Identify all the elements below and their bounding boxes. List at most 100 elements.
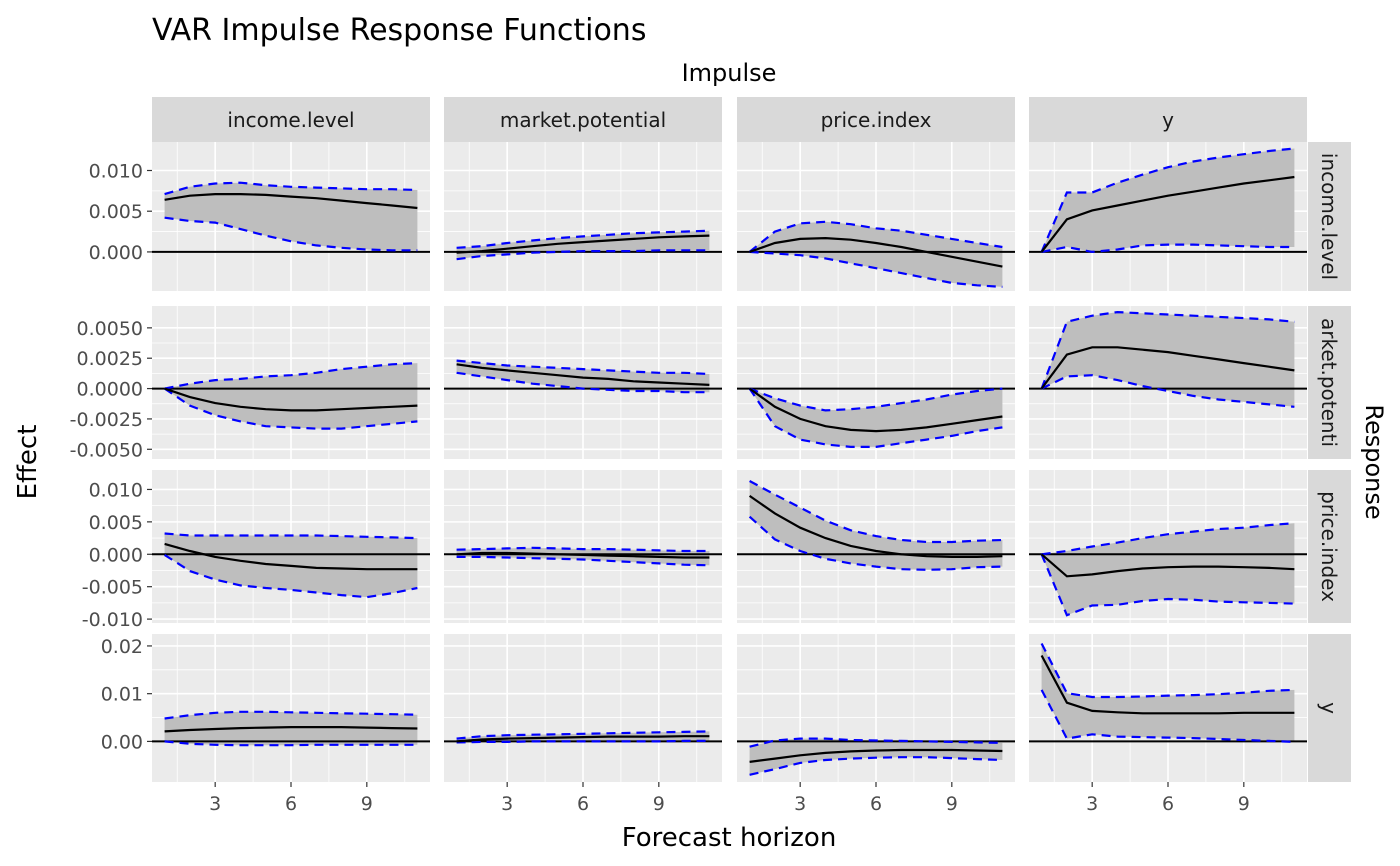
facet-panel-y-income.level: [152, 634, 430, 782]
impulse-strip-label: Impulse: [682, 59, 777, 87]
chart-title: VAR Impulse Response Functions: [152, 13, 646, 48]
facet-grid: income.level market.potential price.index y…: [70, 97, 1351, 815]
lower-bound-line: [456, 249, 710, 261]
confidence-band: [1041, 523, 1295, 616]
x-tick-label: 3: [209, 793, 221, 815]
impulse-strip-text: income.level: [227, 108, 354, 132]
lower-bound-line: [749, 250, 1003, 288]
lower-bound-line: [163, 387, 418, 430]
irf-line: [749, 236, 1003, 268]
y-tick-label: 0.005: [89, 201, 143, 223]
y-tick-label: 0.000: [89, 242, 143, 264]
upper-bound-line: [749, 387, 1003, 412]
irf-line: [1040, 654, 1295, 715]
confidence-band: [164, 363, 418, 429]
irf-line: [1040, 553, 1295, 578]
lower-bound-line: [164, 553, 418, 599]
upper-bound-line: [164, 532, 418, 540]
irf-line: [164, 193, 418, 210]
impulse-strip-text: price.index: [821, 108, 932, 132]
response-strip-text: income.level: [1317, 153, 1341, 280]
facet-panel-price.index-y: [1029, 470, 1307, 623]
confidence-band: [749, 481, 1003, 570]
confidence-band: [1041, 148, 1295, 252]
upper-bound-line: [164, 362, 418, 390]
upper-bound-line: [456, 730, 710, 740]
confidence-band: [749, 388, 1003, 447]
facet-panel-income.level-y: [1029, 142, 1307, 291]
response-strip-text: arket.potenti: [1317, 318, 1341, 447]
x-tick-label: 3: [1086, 793, 1098, 815]
upper-bound-line: [1040, 643, 1295, 699]
facet-panel-price.index-income.level: [152, 470, 430, 623]
upper-bound-line: [748, 220, 1003, 253]
irf-line: [164, 726, 418, 733]
x-tick-label: 9: [361, 793, 373, 815]
confidence-band: [1041, 312, 1295, 407]
facet-panel-y-market.potential: [444, 634, 722, 782]
y-tick-label: 0.010: [89, 479, 143, 501]
lower-bound-line: [748, 515, 1003, 571]
y-tick-label: 0.0050: [77, 318, 143, 340]
y-tick-label: -0.005: [82, 577, 143, 599]
facet-panel-income.level-price.index: [737, 142, 1015, 291]
impulse-strip-price.index: [737, 97, 1015, 142]
x-axis-label: Forecast horizon: [622, 823, 837, 853]
confidence-band: [164, 182, 418, 251]
impulse-strip-text: y: [1162, 108, 1174, 132]
x-tick-label: 6: [577, 793, 589, 815]
y-tick-label: -0.0050: [70, 439, 143, 461]
y-tick-label: 0.0025: [77, 348, 143, 370]
facet-panel-market.potential-market.potential: [444, 306, 722, 459]
irf-line: [1040, 175, 1295, 253]
lower-bound-line: [1040, 553, 1295, 617]
facet-panel-y-y: [1029, 634, 1307, 782]
facet-panel-income.level-income.level: [152, 142, 430, 291]
confidence-band: [1041, 643, 1295, 742]
confidence-band: [456, 547, 710, 566]
irf-line: [456, 551, 710, 559]
irf-line: [164, 387, 418, 412]
facet-panel-market.potential-income.level: [152, 306, 430, 459]
lower-bound-line: [164, 740, 418, 747]
lower-bound-line: [749, 756, 1003, 776]
upper-bound-line: [164, 710, 418, 720]
facet-panel-y-price.index: [737, 634, 1015, 782]
confidence-band: [456, 360, 710, 393]
x-tick-label: 6: [870, 793, 882, 815]
y-tick-label: 0.00: [101, 731, 143, 753]
y-tick-label: 0.010: [89, 160, 143, 182]
x-tick-label: 3: [501, 793, 513, 815]
irf-line: [748, 387, 1003, 433]
irf-line: [748, 494, 1003, 558]
lower-bound-line: [164, 216, 418, 252]
lower-bound-line: [456, 371, 710, 394]
facet-panel-market.potential-y: [1029, 306, 1307, 459]
x-tick-label: 6: [1162, 793, 1174, 815]
y-axis-label: Effect: [13, 425, 43, 500]
response-strip-market.potential: [1308, 306, 1351, 459]
impulse-strip-market.potential: [444, 97, 722, 142]
lower-bound-line: [1041, 243, 1295, 254]
lower-bound-line: [456, 739, 710, 744]
upper-bound-line: [749, 737, 1003, 748]
response-strip-text: y: [1317, 702, 1341, 714]
upper-bound-line: [456, 359, 710, 376]
upper-bound-line: [456, 229, 710, 249]
impulse-strip-income.level: [152, 97, 430, 142]
irf-line: [749, 748, 1003, 763]
response-strip-income.level: [1308, 142, 1351, 291]
confidence-band: [164, 711, 418, 746]
response-strip-y: [1308, 634, 1351, 782]
lower-bound-line: [1041, 374, 1295, 408]
facet-panel-price.index-market.potential: [444, 470, 722, 623]
facet-panel-income.level-market.potential: [444, 142, 722, 291]
lower-bound-line: [1040, 689, 1295, 743]
irf-line: [1040, 346, 1295, 390]
x-tick-label: 9: [946, 793, 958, 815]
upper-bound-line: [1040, 147, 1295, 253]
impulse-strip-y: [1029, 97, 1307, 142]
upper-bound-line: [456, 546, 710, 553]
irf-line: [456, 363, 710, 386]
